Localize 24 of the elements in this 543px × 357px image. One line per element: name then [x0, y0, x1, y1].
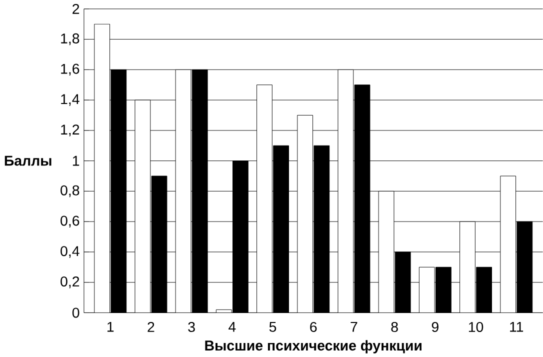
x-tick-label: 5: [269, 322, 276, 332]
y-tick-label: 1,6: [61, 64, 80, 76]
y-tick-label: 0,8: [60, 185, 80, 197]
x-tick-label: 10: [468, 322, 484, 332]
y-tick-label: 0,2: [60, 276, 80, 288]
x-tick-label: 8: [391, 322, 398, 332]
y-tick-label: 1,8: [61, 33, 80, 45]
x-tick-label: 11: [510, 322, 524, 332]
y-tick-label: 1,2: [61, 124, 80, 136]
x-tick-label: 3: [188, 322, 195, 332]
y-tick-label: 2: [72, 4, 80, 14]
x-tick-label: 9: [432, 322, 438, 332]
x-tick-label: 2: [148, 322, 154, 332]
y-tick-label: 0,6: [60, 216, 80, 228]
y-tick-label: 0,4: [60, 246, 80, 258]
x-tick-label: 6: [310, 322, 317, 332]
x-tick-label: 1: [107, 322, 114, 332]
y-tick-label: 0: [72, 308, 80, 318]
y-axis-title: Баллы: [4, 156, 52, 166]
x-tick-label: 4: [228, 322, 236, 332]
x-tick-label: 7: [350, 322, 358, 332]
x-axis-title: Высшие психические функции: [205, 340, 422, 354]
y-tick-label: 1: [72, 156, 80, 166]
y-tick-label: 1,4: [61, 94, 80, 106]
